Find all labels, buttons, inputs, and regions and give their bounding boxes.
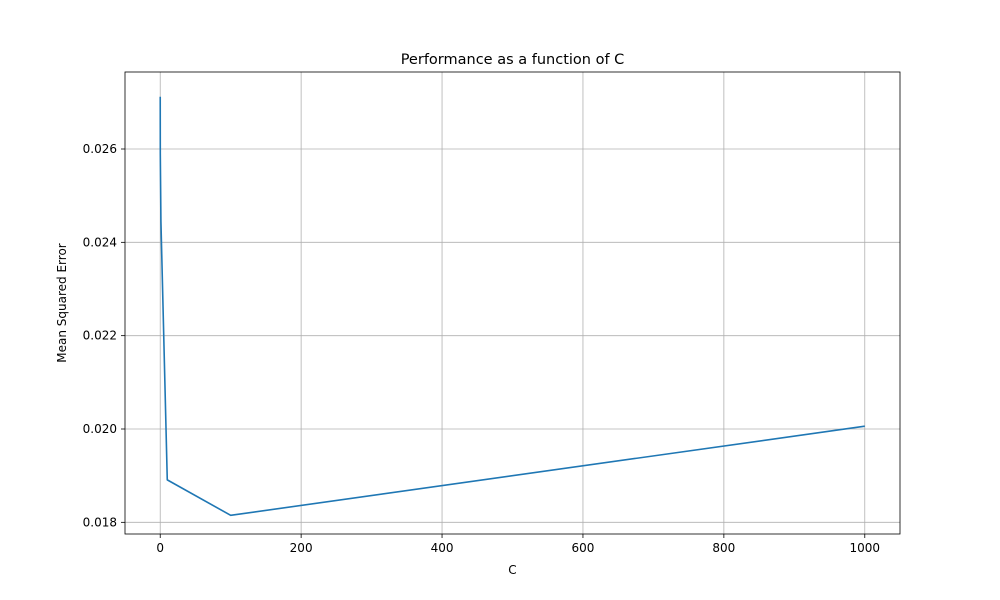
grid-lines [125,72,900,534]
series-line [159,96,865,517]
chart-title: Performance as a function of C [401,52,625,68]
plot-frame [124,71,901,535]
y-tick-label: 0.020 [83,422,117,436]
y-tick-label: 0.026 [83,142,117,156]
y-axis-title: Mean Squared Error [55,243,69,363]
y-tick-label: 0.018 [83,515,117,529]
series-layer [159,96,865,517]
x-tick-label: 200 [290,541,313,555]
y-axis: 0.018 0.020 0.022 0.024 0.026 [83,142,125,529]
x-tick-label: 800 [712,541,735,555]
y-tick-label: 0.022 [83,329,117,343]
y-tick-label: 0.024 [83,235,117,249]
x-tick-label: 600 [572,541,595,555]
x-axis: 0 200 400 600 800 1000 [156,534,880,555]
x-tick-label: 0 [156,541,164,555]
x-axis-title: C [508,563,516,577]
x-tick-label: 400 [431,541,454,555]
x-tick-label: 1000 [849,541,880,555]
plot-area-background [125,72,900,534]
